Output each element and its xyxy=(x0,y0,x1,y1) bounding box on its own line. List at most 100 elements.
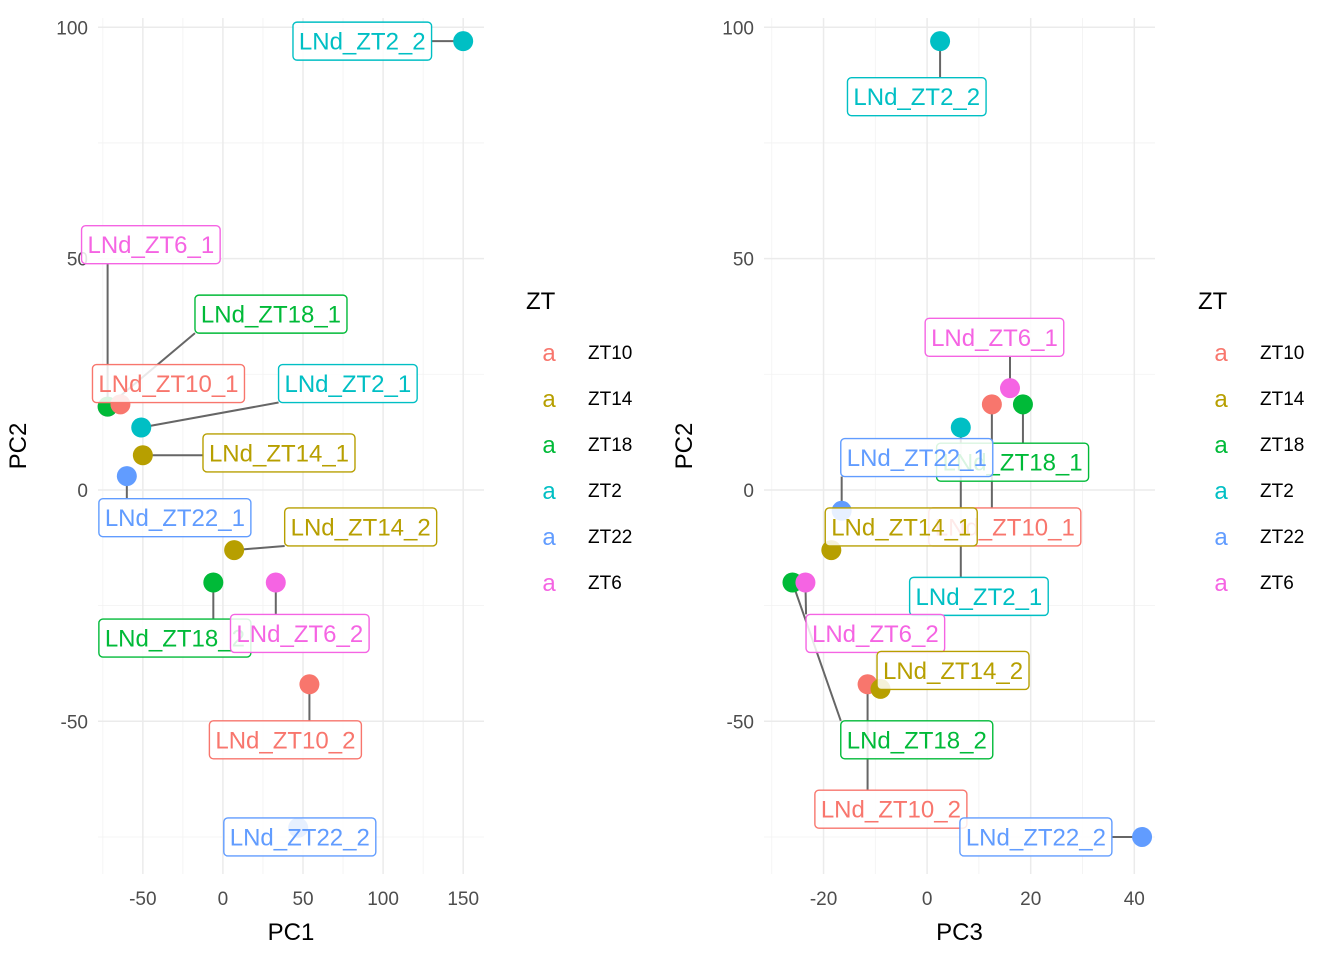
y-tick-label: 0 xyxy=(743,481,754,502)
data-point xyxy=(453,31,474,52)
point-label: LNd_ZT14_1 xyxy=(831,514,971,541)
point-label-box xyxy=(824,507,978,547)
point-label: LNd_ZT10_1 xyxy=(98,371,238,398)
y-tick-label: 50 xyxy=(733,250,754,271)
legend-key: a xyxy=(1214,340,1228,367)
point-label: LNd_ZT2_1 xyxy=(916,584,1043,611)
x-tick-label: 0 xyxy=(218,889,229,910)
point-label-box xyxy=(208,720,363,760)
legend-key: a xyxy=(542,386,556,413)
point-label-box xyxy=(194,294,348,334)
x-axis-title: PC1 xyxy=(268,919,315,946)
point-label-box xyxy=(959,817,1113,857)
point-label-box xyxy=(98,498,252,538)
point-label-box xyxy=(908,576,1049,617)
point-label-box xyxy=(876,650,1030,691)
x-tick-label: -20 xyxy=(810,889,837,910)
x-tick-label: -50 xyxy=(129,889,156,910)
data-point xyxy=(131,417,152,438)
point-label-box xyxy=(91,363,246,404)
x-tick-label: 50 xyxy=(292,889,313,910)
legend-key: a xyxy=(1214,432,1228,459)
data-point xyxy=(132,445,153,466)
point-label: LNd_ZT2_2 xyxy=(853,84,980,111)
legend-label: ZT2 xyxy=(1260,481,1294,502)
legend-key: a xyxy=(542,432,556,459)
point-label-box xyxy=(805,613,946,654)
point-label: LNd_ZT18_2 xyxy=(105,626,245,653)
legend-key: a xyxy=(1214,524,1228,551)
point-label-box xyxy=(277,363,418,404)
point-label-box xyxy=(202,433,356,473)
legend-label: ZT18 xyxy=(588,435,632,456)
legend-label: ZT6 xyxy=(1260,573,1294,594)
point-label-box xyxy=(223,817,377,857)
data-point xyxy=(116,466,137,487)
data-point xyxy=(265,572,286,593)
legend-label: ZT10 xyxy=(1260,343,1304,364)
point-label-box xyxy=(292,21,433,61)
point-label-box xyxy=(846,76,987,117)
legend-key: a xyxy=(542,570,556,597)
legend-label: ZT18 xyxy=(1260,435,1304,456)
legend-title: ZT xyxy=(1198,288,1228,315)
data-point xyxy=(299,674,320,695)
point-label: LNd_ZT6_1 xyxy=(931,325,1058,352)
legend-label: ZT10 xyxy=(588,343,632,364)
legend-key: a xyxy=(1214,478,1228,505)
legend-label: ZT22 xyxy=(1260,527,1304,548)
x-tick-label: 20 xyxy=(1020,889,1041,910)
point-label: LNd_ZT6_2 xyxy=(812,621,939,648)
y-tick-label: -50 xyxy=(727,712,754,733)
point-label-box xyxy=(80,225,221,265)
point-label: LNd_ZT18_2 xyxy=(847,727,987,754)
data-point xyxy=(981,394,1002,415)
point-label: LNd_ZT18_1 xyxy=(201,302,341,329)
point-label-box xyxy=(814,789,968,829)
y-axis-title: PC2 xyxy=(671,423,698,470)
legend-label: ZT22 xyxy=(588,527,632,548)
legend-key: a xyxy=(542,478,556,505)
point-label: LNd_ZT2_2 xyxy=(299,29,426,56)
legend-title: ZT xyxy=(526,288,556,315)
legend-key: a xyxy=(1214,570,1228,597)
point-label: LNd_ZT10_2 xyxy=(215,727,355,754)
point-label: LNd_ZT2_1 xyxy=(284,371,411,398)
point-label: LNd_ZT14_2 xyxy=(883,658,1023,685)
y-tick-label: -50 xyxy=(61,712,88,733)
data-point xyxy=(1012,394,1033,415)
label-connector xyxy=(141,401,279,429)
x-axis-title: PC3 xyxy=(936,919,983,946)
point-label: LNd_ZT22_1 xyxy=(847,445,987,472)
legend-key: a xyxy=(542,524,556,551)
point-label-box xyxy=(840,437,994,478)
data-point xyxy=(999,378,1020,399)
x-tick-label: 40 xyxy=(1124,889,1145,910)
point-label: LNd_ZT6_2 xyxy=(236,621,363,648)
legend-label: ZT14 xyxy=(1260,389,1305,410)
x-tick-label: 0 xyxy=(922,889,933,910)
point-label: LNd_ZT6_1 xyxy=(87,232,214,259)
legend-key: a xyxy=(1214,386,1228,413)
y-tick-label: 0 xyxy=(77,481,88,502)
data-point xyxy=(1132,826,1153,847)
data-point xyxy=(930,31,951,52)
point-label: LNd_ZT14_1 xyxy=(209,440,349,467)
x-tick-label: 100 xyxy=(367,889,399,910)
point-label: LNd_ZT14_2 xyxy=(291,514,431,541)
y-tick-label: 100 xyxy=(56,18,88,39)
data-point xyxy=(795,572,816,593)
point-label-box xyxy=(283,507,438,547)
data-point xyxy=(224,540,245,561)
legend-key: a xyxy=(542,340,556,367)
x-tick-label: 150 xyxy=(447,889,479,910)
data-point xyxy=(950,417,971,438)
point-label: LNd_ZT22_2 xyxy=(966,824,1106,851)
point-label-box xyxy=(229,613,370,654)
data-point xyxy=(203,572,224,593)
point-label-box xyxy=(840,720,994,760)
legend-label: ZT2 xyxy=(588,481,622,502)
panel-right: -20 0 20 40 -50 0 50 100 PC3 PC2 LNd_ZT2_2 LNd_ZT6_… xyxy=(671,18,1305,946)
y-axis-title: PC2 xyxy=(5,423,32,470)
